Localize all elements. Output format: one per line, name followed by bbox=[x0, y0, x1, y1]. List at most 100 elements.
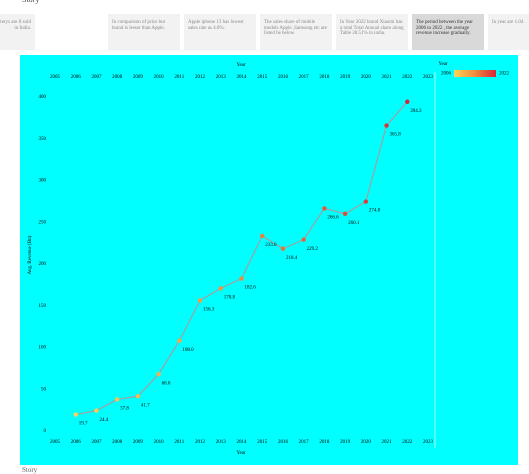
x-tick-label: 2013 bbox=[216, 440, 227, 445]
x-tick-label-top: 2005 bbox=[50, 75, 61, 80]
colorbar-title: Year bbox=[438, 62, 448, 67]
data-label: 19.7 bbox=[79, 422, 88, 427]
data-label: 41.7 bbox=[141, 403, 150, 408]
y-tick-label: 150 bbox=[39, 304, 47, 309]
data-label: 156.3 bbox=[203, 308, 215, 313]
colorbar bbox=[454, 70, 496, 77]
y-tick-label: 0 bbox=[44, 429, 47, 434]
point bbox=[156, 372, 161, 377]
x-tick-label: 2006 bbox=[71, 440, 82, 445]
x-tick-label: 2019 bbox=[340, 440, 351, 445]
point bbox=[94, 408, 99, 413]
story-title: Story bbox=[22, 0, 39, 4]
chart-background bbox=[20, 55, 518, 465]
x-tick-label-top: 2020 bbox=[361, 75, 372, 80]
data-label: 182.6 bbox=[245, 286, 257, 291]
point bbox=[322, 206, 327, 211]
x-tick-label: 2022 bbox=[402, 440, 413, 445]
colorbar-max: 2022 bbox=[499, 72, 510, 77]
y-tick-label: 250 bbox=[39, 220, 47, 225]
data-label: 37.8 bbox=[120, 407, 129, 412]
x-tick-label: 2010 bbox=[154, 440, 165, 445]
x-tick-label-top: 2018 bbox=[319, 75, 330, 80]
story-card[interactable]: The period between the year 2006 to 2022… bbox=[412, 14, 484, 50]
point bbox=[239, 276, 244, 281]
y-axis-title: Avg. Revenue (Bn) bbox=[28, 235, 33, 274]
story-card[interactable]: ithium type Batterys are ll sold in Indi… bbox=[0, 14, 35, 50]
x-tick-label-top: 2014 bbox=[237, 75, 248, 80]
x-tick-label: 2008 bbox=[112, 440, 123, 445]
x-tick-label-top: 2006 bbox=[71, 75, 82, 80]
point bbox=[197, 298, 203, 303]
x-tick-label: 2007 bbox=[91, 440, 102, 445]
x-tick-label-top: 2016 bbox=[278, 75, 289, 80]
data-label: 108.0 bbox=[182, 348, 194, 353]
story-card[interactable]: In comparison of price but brand is less… bbox=[108, 14, 180, 50]
data-label: 365.8 bbox=[390, 133, 402, 138]
data-label: 68.0 bbox=[162, 381, 171, 386]
data-label: 260.1 bbox=[348, 221, 360, 226]
x-tick-label: 2015 bbox=[257, 440, 268, 445]
data-label: 394.3 bbox=[410, 109, 422, 114]
story-card[interactable]: In Year 2022 brand Xiaomi has a total To… bbox=[336, 14, 408, 50]
x-tick-label-top: 2022 bbox=[402, 75, 413, 80]
x-tick-label: 2009 bbox=[133, 440, 144, 445]
footer-label: Story bbox=[22, 466, 38, 474]
x-tick-label-top: 2011 bbox=[174, 75, 184, 80]
data-label: 229.2 bbox=[307, 247, 319, 252]
x-tick-label-top: 2015 bbox=[257, 75, 268, 80]
point bbox=[114, 397, 120, 402]
point bbox=[260, 233, 265, 239]
x-tick-label-top: 2012 bbox=[195, 75, 206, 80]
point bbox=[280, 246, 286, 251]
x-tick-label-top: 2017 bbox=[299, 75, 310, 80]
x-tick-label-top: 2010 bbox=[154, 75, 165, 80]
y-tick-label: 100 bbox=[39, 346, 47, 351]
x-tick-label-top: 2013 bbox=[216, 75, 227, 80]
x-tick-label-top: 2009 bbox=[133, 75, 144, 80]
data-label: 233.6 bbox=[265, 243, 277, 248]
x-tick-label-top: 2021 bbox=[382, 75, 393, 80]
story-card[interactable]: In year are 1.04 bbox=[488, 14, 529, 50]
y-tick-label: 200 bbox=[39, 262, 47, 267]
x-tick-label-top: 2007 bbox=[91, 75, 102, 80]
data-label: 274.8 bbox=[369, 209, 381, 214]
x-tick-label: 2012 bbox=[195, 440, 206, 445]
point bbox=[301, 237, 306, 242]
x-tick-label: 2020 bbox=[361, 440, 372, 445]
y-tick-label: 300 bbox=[39, 179, 47, 184]
point bbox=[73, 412, 78, 417]
y-tick-label: 350 bbox=[39, 137, 47, 142]
x-tick-label: 2017 bbox=[299, 440, 310, 445]
x-tick-label: 2018 bbox=[319, 440, 330, 445]
story-card[interactable]: The sales share of mobile models Apple ,… bbox=[260, 14, 332, 50]
y-tick-label: 400 bbox=[39, 95, 47, 100]
point bbox=[218, 286, 223, 291]
x-tick-label-top: 2008 bbox=[112, 75, 123, 80]
point bbox=[363, 199, 369, 204]
colorbar-min: 2006 bbox=[441, 72, 452, 77]
data-label: 218.4 bbox=[286, 256, 298, 261]
point bbox=[342, 211, 348, 217]
point bbox=[405, 99, 410, 104]
point bbox=[135, 393, 141, 399]
data-label: 170.8 bbox=[224, 296, 236, 301]
x-tick-label: 2021 bbox=[382, 440, 393, 445]
x-tick-label: 2016 bbox=[278, 440, 289, 445]
x-tick-label-top: 2019 bbox=[340, 75, 351, 80]
x-tick-label: 2011 bbox=[174, 440, 184, 445]
point bbox=[177, 338, 182, 344]
data-label: 266.6 bbox=[327, 216, 339, 221]
story-card[interactable]: Apple iphone 13 has lowest sales rate as… bbox=[184, 14, 256, 50]
point bbox=[384, 123, 389, 128]
x-tick-label-top: 2023 bbox=[423, 75, 434, 80]
x-tick-label: 2014 bbox=[237, 440, 248, 445]
x-tick-label: 2005 bbox=[50, 440, 61, 445]
data-label: 24.4 bbox=[99, 418, 108, 423]
x-axis-title: Year bbox=[236, 451, 246, 456]
y-tick-label: 50 bbox=[41, 387, 47, 392]
x-tick-label: 2023 bbox=[423, 440, 434, 445]
x-axis-title-top: Year bbox=[236, 63, 246, 68]
